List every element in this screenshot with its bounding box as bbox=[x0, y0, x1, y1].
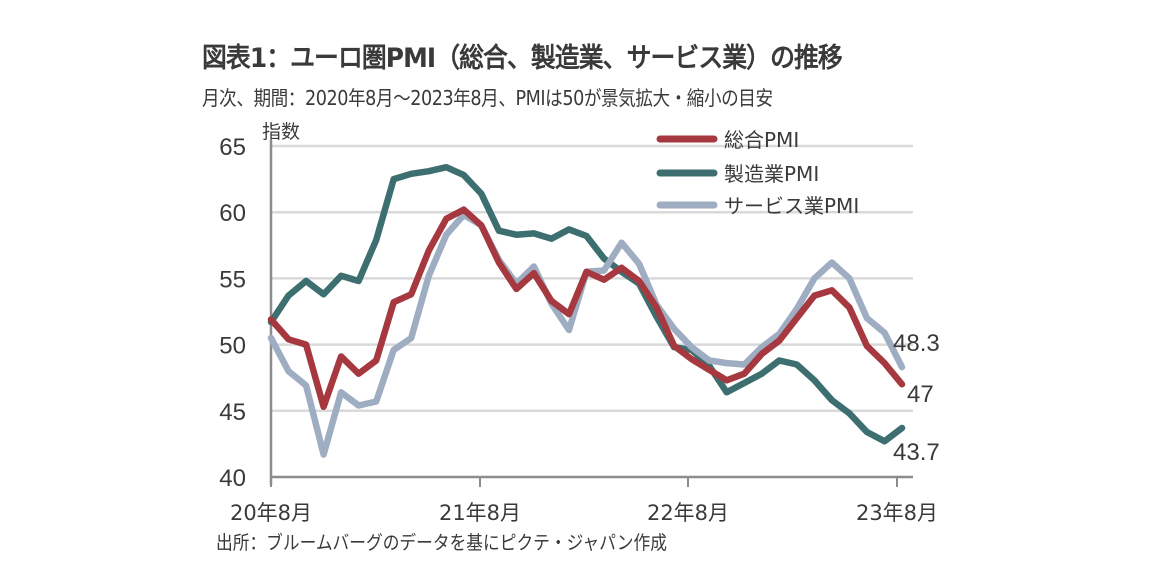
series-lines bbox=[267, 163, 906, 458]
axes bbox=[269, 140, 913, 487]
legend-label-manufacturing: 製造業PMI bbox=[724, 162, 819, 186]
end-labels: 47 43.7 48.3 bbox=[893, 330, 940, 466]
y-axis-label: 指数 bbox=[262, 121, 300, 143]
legend: 総合PMI 製造業PMI サービス業PMI bbox=[656, 128, 859, 218]
end-label-composite: 47 bbox=[907, 381, 934, 408]
y-tick-label: 50 bbox=[219, 333, 246, 360]
x-tick-label: 21年8月 bbox=[439, 501, 521, 525]
x-tick-label: 23年8月 bbox=[856, 501, 938, 525]
x-tick-label: 22年8月 bbox=[647, 501, 729, 525]
y-tick-labels: 65 60 55 50 45 40 bbox=[219, 134, 246, 492]
series-line-manufacturing bbox=[267, 163, 906, 445]
y-tick-label: 60 bbox=[219, 200, 246, 227]
y-tick-label: 40 bbox=[219, 465, 246, 492]
x-tick-label: 20年8月 bbox=[230, 501, 312, 525]
chart-subtitle: 月次、期間：2020年8月～2023年8月、PMIは50が景気拡大・縮小の目安 bbox=[202, 86, 773, 110]
series-line-services bbox=[267, 211, 906, 458]
legend-label-services: サービス業PMI bbox=[724, 194, 859, 218]
end-label-manufacturing: 43.7 bbox=[893, 439, 940, 466]
y-tick-label: 55 bbox=[219, 266, 246, 293]
x-tick-labels: 20年8月 21年8月 22年8月 23年8月 bbox=[230, 501, 938, 525]
y-tick-label: 65 bbox=[219, 134, 246, 161]
y-tick-label: 45 bbox=[219, 399, 246, 426]
end-label-services: 48.3 bbox=[893, 330, 940, 357]
source-note: 出所：ブルームバーグのデータを基にピクテ・ジャパン作成 bbox=[216, 532, 667, 554]
series-line-composite bbox=[267, 206, 906, 411]
chart-title: 図表1：ユーロ圏PMI（総合、製造業、サービス業）の推移 bbox=[202, 43, 843, 74]
legend-label-composite: 総合PMI bbox=[724, 128, 799, 152]
